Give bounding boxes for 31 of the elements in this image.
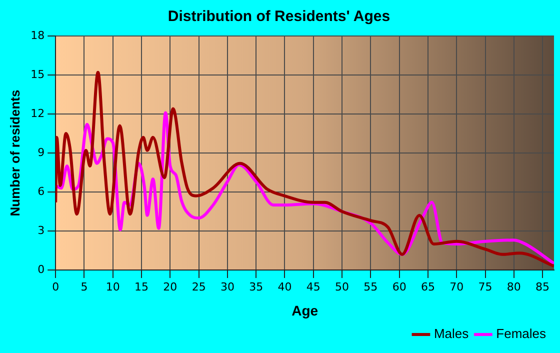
x-tick-label: 15: [134, 280, 149, 294]
x-tick-label: 85: [536, 280, 550, 294]
x-tick-label: 40: [278, 280, 292, 294]
x-tick-label: 35: [249, 280, 264, 294]
y-tick-label: 12: [30, 106, 45, 120]
x-tick-label: 30: [220, 280, 234, 294]
y-tick-label: 0: [38, 262, 45, 276]
x-tick-label: 25: [192, 280, 206, 294]
x-tick-label: 80: [506, 280, 521, 294]
x-tick-label: 55: [364, 280, 378, 294]
x-tick-label: 10: [106, 280, 120, 294]
legend-label: Males: [434, 326, 470, 342]
x-tick-label: 70: [450, 280, 464, 294]
legend-label: Females: [496, 326, 546, 342]
y-tick-label: 15: [30, 68, 45, 81]
x-tick-label: 5: [80, 280, 88, 294]
y-tick-label: 6: [38, 184, 45, 198]
line-series: [56, 70, 554, 268]
x-tick-label: 45: [306, 280, 320, 294]
chart-title: Distribution of Residents' Ages: [168, 8, 390, 26]
x-tick-label: 0: [52, 280, 60, 294]
y-tick-label: 18: [30, 28, 45, 42]
x-axis-title: Age: [292, 302, 318, 318]
x-tick-label: 75: [478, 280, 492, 294]
y-axis-title: Number of residents: [7, 90, 22, 216]
x-tick-label: 60: [392, 280, 406, 294]
x-tick-label: 65: [420, 280, 435, 294]
x-tick-label: 50: [335, 280, 350, 294]
x-tick-label: 20: [163, 280, 178, 294]
y-tick-label: 3: [38, 224, 45, 237]
y-tick-label: 9: [38, 146, 45, 159]
